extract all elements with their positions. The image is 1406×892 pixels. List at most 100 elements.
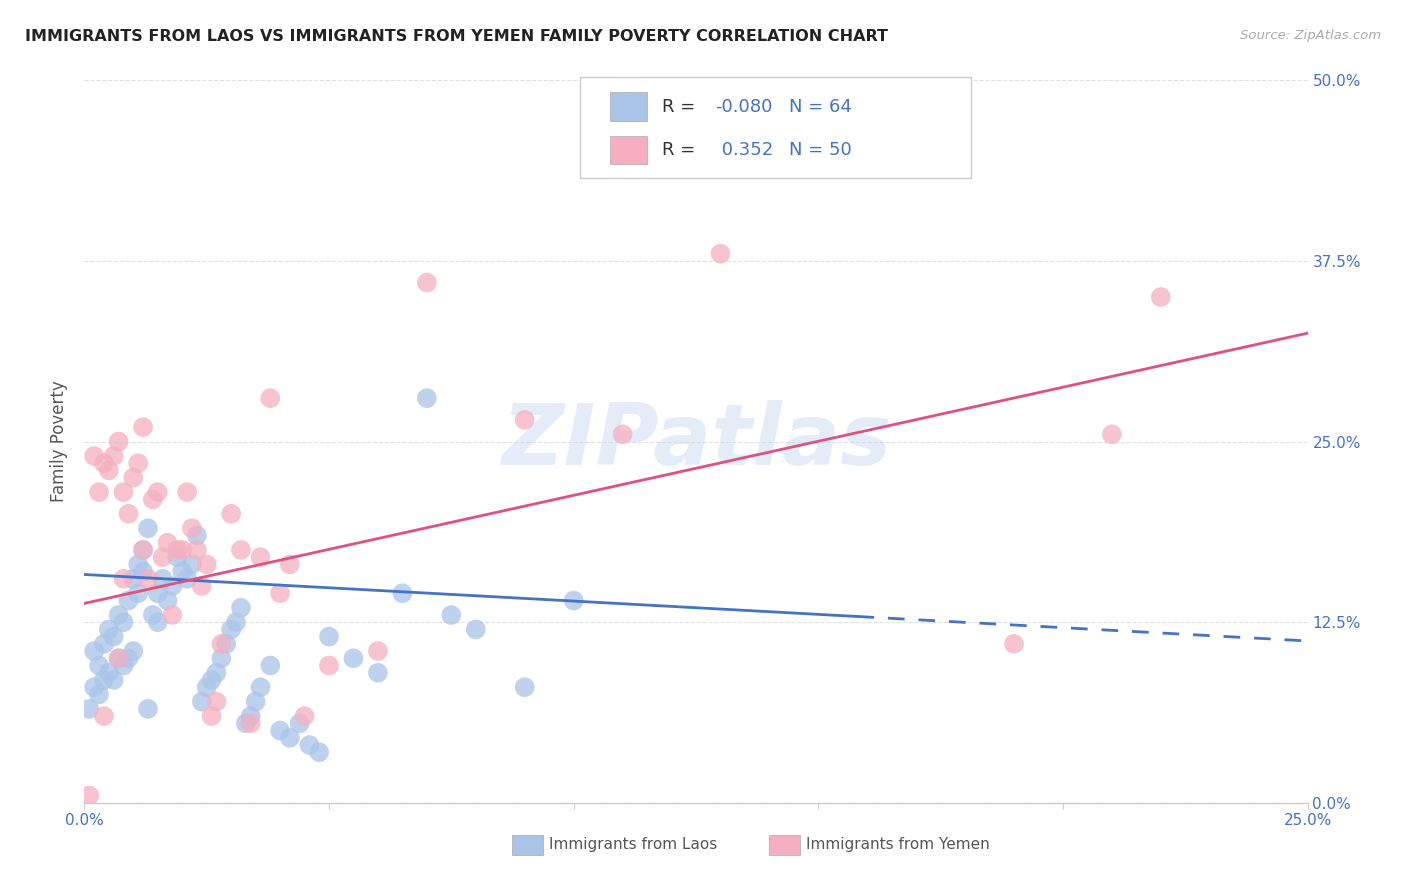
Point: [176, 485, 198, 500]
Bar: [769, 835, 800, 855]
Point: [87, 687, 110, 701]
Point: [219, 507, 242, 521]
Point: [146, 615, 169, 630]
Point: [103, 673, 125, 687]
Point: [342, 651, 364, 665]
Point: [162, 579, 184, 593]
Point: [172, 542, 194, 557]
Point: [136, 702, 159, 716]
Point: [127, 558, 149, 572]
Point: [83, 449, 105, 463]
Text: IMMIGRANTS FROM LAOS VS IMMIGRANTS FROM YEMEN FAMILY POVERTY CORRELATION CHART: IMMIGRANTS FROM LAOS VS IMMIGRANTS FROM …: [25, 29, 889, 44]
Point: [107, 651, 129, 665]
Point: [93, 673, 115, 687]
Point: [156, 535, 179, 549]
Y-axis label: Family Poverty: Family Poverty: [51, 381, 69, 502]
Point: [142, 492, 165, 507]
Point: [269, 723, 291, 738]
Point: [245, 695, 267, 709]
Point: [152, 550, 174, 565]
Point: [93, 456, 115, 470]
Point: [318, 630, 340, 644]
Point: [87, 485, 110, 500]
Point: [112, 615, 135, 630]
Point: [77, 702, 100, 716]
Point: [416, 391, 439, 405]
Text: Immigrants from Laos: Immigrants from Laos: [550, 838, 717, 852]
Point: [122, 644, 145, 658]
Point: [298, 738, 321, 752]
Point: [195, 680, 218, 694]
Point: [176, 572, 198, 586]
Point: [127, 586, 149, 600]
Point: [186, 528, 208, 542]
Point: [219, 623, 242, 637]
Point: [97, 665, 120, 680]
Point: [191, 695, 214, 709]
Point: [132, 420, 155, 434]
Point: [249, 680, 271, 694]
Point: [278, 731, 301, 745]
Point: [117, 651, 139, 665]
Text: ZIPatlas: ZIPatlas: [501, 400, 891, 483]
Point: [142, 607, 165, 622]
Bar: [610, 136, 647, 164]
Point: [132, 565, 155, 579]
Point: [1150, 290, 1173, 304]
Point: [367, 665, 389, 680]
Point: [513, 413, 536, 427]
Point: [205, 665, 228, 680]
Point: [562, 593, 585, 607]
Point: [146, 586, 169, 600]
Point: [93, 637, 115, 651]
Point: [209, 651, 232, 665]
Text: R =: R =: [662, 141, 700, 159]
Point: [83, 644, 105, 658]
Text: R =: R =: [662, 97, 700, 116]
Bar: [513, 835, 543, 855]
Point: [152, 572, 174, 586]
Point: [136, 572, 159, 586]
Point: [132, 542, 155, 557]
Point: [107, 434, 129, 449]
Point: [156, 593, 179, 607]
Point: [294, 709, 316, 723]
Point: [225, 615, 247, 630]
Point: [259, 391, 281, 405]
Point: [269, 586, 291, 600]
Point: [215, 637, 238, 651]
Point: [166, 542, 188, 557]
Bar: [610, 93, 647, 120]
Point: [117, 507, 139, 521]
Point: [200, 709, 222, 723]
Point: [77, 789, 100, 803]
Point: [146, 485, 169, 500]
Point: [162, 607, 184, 622]
Text: N = 50: N = 50: [789, 141, 852, 159]
Point: [612, 427, 634, 442]
Point: [278, 558, 301, 572]
Point: [107, 651, 129, 665]
Point: [205, 695, 228, 709]
Point: [709, 246, 731, 260]
Text: -0.080: -0.080: [716, 97, 773, 116]
Point: [103, 449, 125, 463]
Point: [235, 716, 257, 731]
Point: [367, 644, 389, 658]
Point: [856, 131, 879, 145]
Point: [229, 600, 252, 615]
Text: Source: ZipAtlas.com: Source: ZipAtlas.com: [1240, 29, 1381, 42]
Point: [308, 745, 330, 759]
Point: [513, 680, 536, 694]
Point: [318, 658, 340, 673]
Point: [132, 542, 155, 557]
Point: [127, 456, 149, 470]
Point: [259, 658, 281, 673]
Point: [239, 709, 262, 723]
Text: Immigrants from Yemen: Immigrants from Yemen: [806, 838, 990, 852]
Point: [1002, 637, 1025, 651]
Point: [416, 276, 439, 290]
Point: [181, 558, 204, 572]
Point: [464, 623, 486, 637]
Point: [103, 630, 125, 644]
